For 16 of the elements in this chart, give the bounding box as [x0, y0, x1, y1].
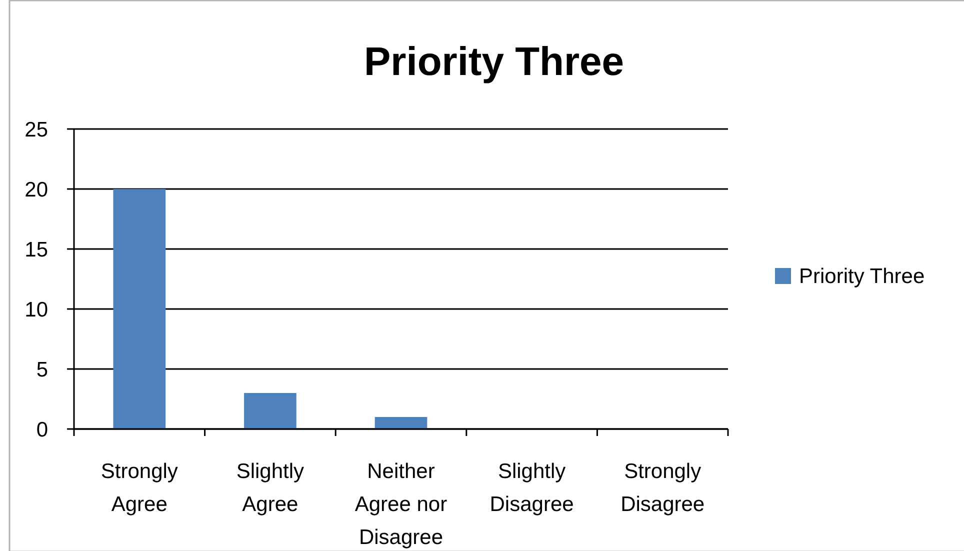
y-tick-label: 20: [24, 178, 48, 202]
y-tick-label: 15: [24, 238, 48, 262]
bar: [244, 393, 296, 429]
bar: [374, 417, 428, 429]
y-tick-label: 10: [24, 298, 48, 322]
x-tick-label: Neither Agree nor Disagree: [354, 460, 448, 549]
y-tick-label: 25: [24, 118, 48, 142]
y-tick-label: 0: [36, 418, 48, 442]
x-tick-label: Slightly Agree: [236, 460, 305, 516]
legend-label: Priority Three: [799, 265, 925, 288]
x-tick-label: Strongly Disagree: [620, 460, 705, 516]
y-tick-label: 5: [36, 358, 48, 382]
bar: [113, 189, 166, 429]
x-tick-label: Strongly Agree: [100, 460, 178, 516]
chart-title: Priority Three: [364, 40, 624, 84]
x-tick-label: Slightly Disagree: [490, 460, 574, 516]
